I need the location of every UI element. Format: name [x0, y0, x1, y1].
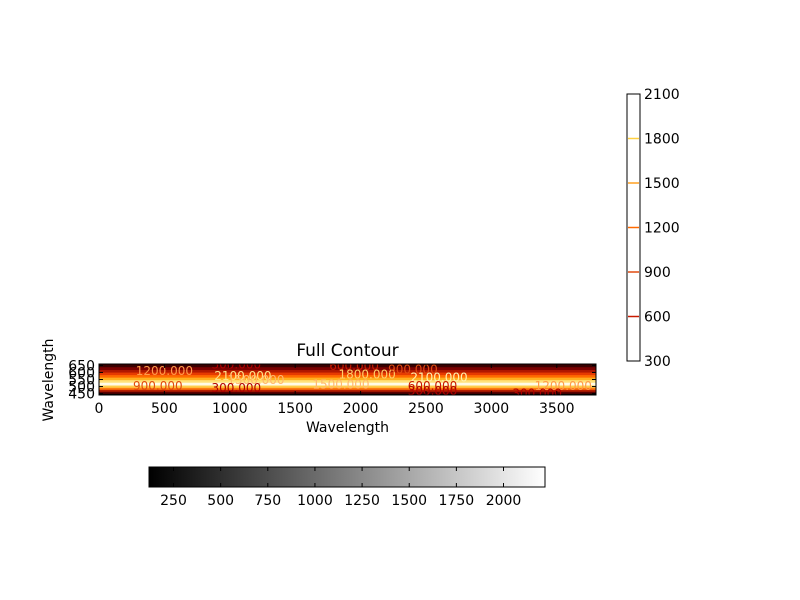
contour-band-9	[99, 372, 596, 376]
contour-label-14: 300.000	[512, 386, 562, 400]
contour-colorbar: 300 600 900 1200 1500 1800 2100	[626, 87, 680, 370]
contour-fill	[99, 364, 596, 395]
contour-label-8: 900.000	[133, 379, 183, 393]
x-tick-label: 3500	[539, 401, 575, 417]
contour-label-0: 1200.000	[136, 364, 193, 378]
contour-colorbar-tick-label: 1800	[644, 132, 680, 148]
image-colorbar-tick-label: 2000	[486, 493, 522, 509]
main-plot: Full Contour 1200.000 300.0002100.0001500…	[41, 338, 597, 436]
image-colorbar-tick-label: 500	[207, 493, 234, 509]
x-tick-label: 3000	[474, 401, 510, 417]
contour-label-1: 300.000	[212, 358, 262, 372]
contour-label-10: 1500.000	[312, 377, 369, 391]
contour-band-2	[99, 389, 596, 392]
contour-label-7: 2100.000	[410, 370, 467, 384]
y-tick-label: 650	[68, 358, 95, 374]
y-axis-label: Wavelength	[41, 338, 57, 421]
contour-colorbar-tick-label: 1200	[644, 221, 680, 237]
image-colorbar: 250 500 750 1000 1250 1500 1750 2000	[148, 466, 546, 509]
image-colorbar-tick-label: 750	[254, 493, 281, 509]
image-colorbar-gradient	[148, 466, 546, 488]
contour-band-7	[99, 377, 596, 381]
contour-band-3	[99, 387, 596, 390]
contour-label-12: 300.000	[408, 384, 458, 398]
image-colorbar-tick-label: 1250	[344, 493, 380, 509]
contour-colorbar-tick-label: 900	[644, 265, 671, 281]
image-colorbar-tick-label: 1750	[439, 493, 475, 509]
x-tick-label: 2500	[408, 401, 444, 417]
chart-title: Full Contour	[296, 341, 398, 361]
contour-colorbar-tick-label: 300	[644, 354, 671, 370]
x-tick-label: 1500	[277, 401, 313, 417]
y-tick-label: 600	[68, 365, 95, 381]
contour-label-9: 300.000	[212, 381, 262, 395]
y-tick-label: 550	[68, 373, 95, 389]
contour-label-2: 2100.000	[214, 369, 271, 383]
x-tick-label: 500	[151, 401, 178, 417]
contour-label-13: 1200.000	[535, 379, 592, 393]
x-tick-label: 1000	[212, 401, 248, 417]
contour-label-4: 600.000	[329, 359, 379, 373]
contour-label-3: 1500.000	[227, 373, 284, 387]
contour-band-8	[99, 374, 596, 378]
contour-band-4	[99, 385, 596, 388]
image-colorbar-tick-label: 1000	[297, 493, 333, 509]
contour-band-6	[99, 379, 596, 383]
x-axis-ticks: 0 500 1000 1500 2000 2500 3000 3500	[95, 364, 575, 417]
contour-band-12	[99, 364, 596, 368]
contour-band-0	[99, 393, 596, 395]
contour-band-1	[99, 391, 596, 394]
contour-band-10	[99, 369, 596, 373]
y-tick-label: 500	[68, 380, 95, 396]
x-tick-label: 2000	[343, 401, 379, 417]
x-tick-label: 0	[95, 401, 104, 417]
contour-band-5	[99, 382, 596, 386]
image-colorbar-tick-label: 250	[160, 493, 187, 509]
contour-label-11: 600.000	[408, 379, 458, 393]
contour-labels: 1200.000 300.0002100.0001500.000600.00018…	[133, 358, 592, 400]
image-colorbar-tick-label: 1500	[391, 493, 427, 509]
contour-label-5: 1800.000	[338, 368, 395, 382]
y-tick-label: 450	[68, 387, 95, 403]
contour-label-6: 900.000	[388, 363, 438, 377]
x-axis-label: Wavelength	[306, 420, 389, 436]
contour-colorbar-tick-label: 600	[644, 310, 671, 326]
contour-colorbar-tick-label: 1500	[644, 176, 680, 192]
contour-band-11	[99, 366, 596, 371]
contour-colorbar-tick-label: 2100	[644, 87, 680, 103]
